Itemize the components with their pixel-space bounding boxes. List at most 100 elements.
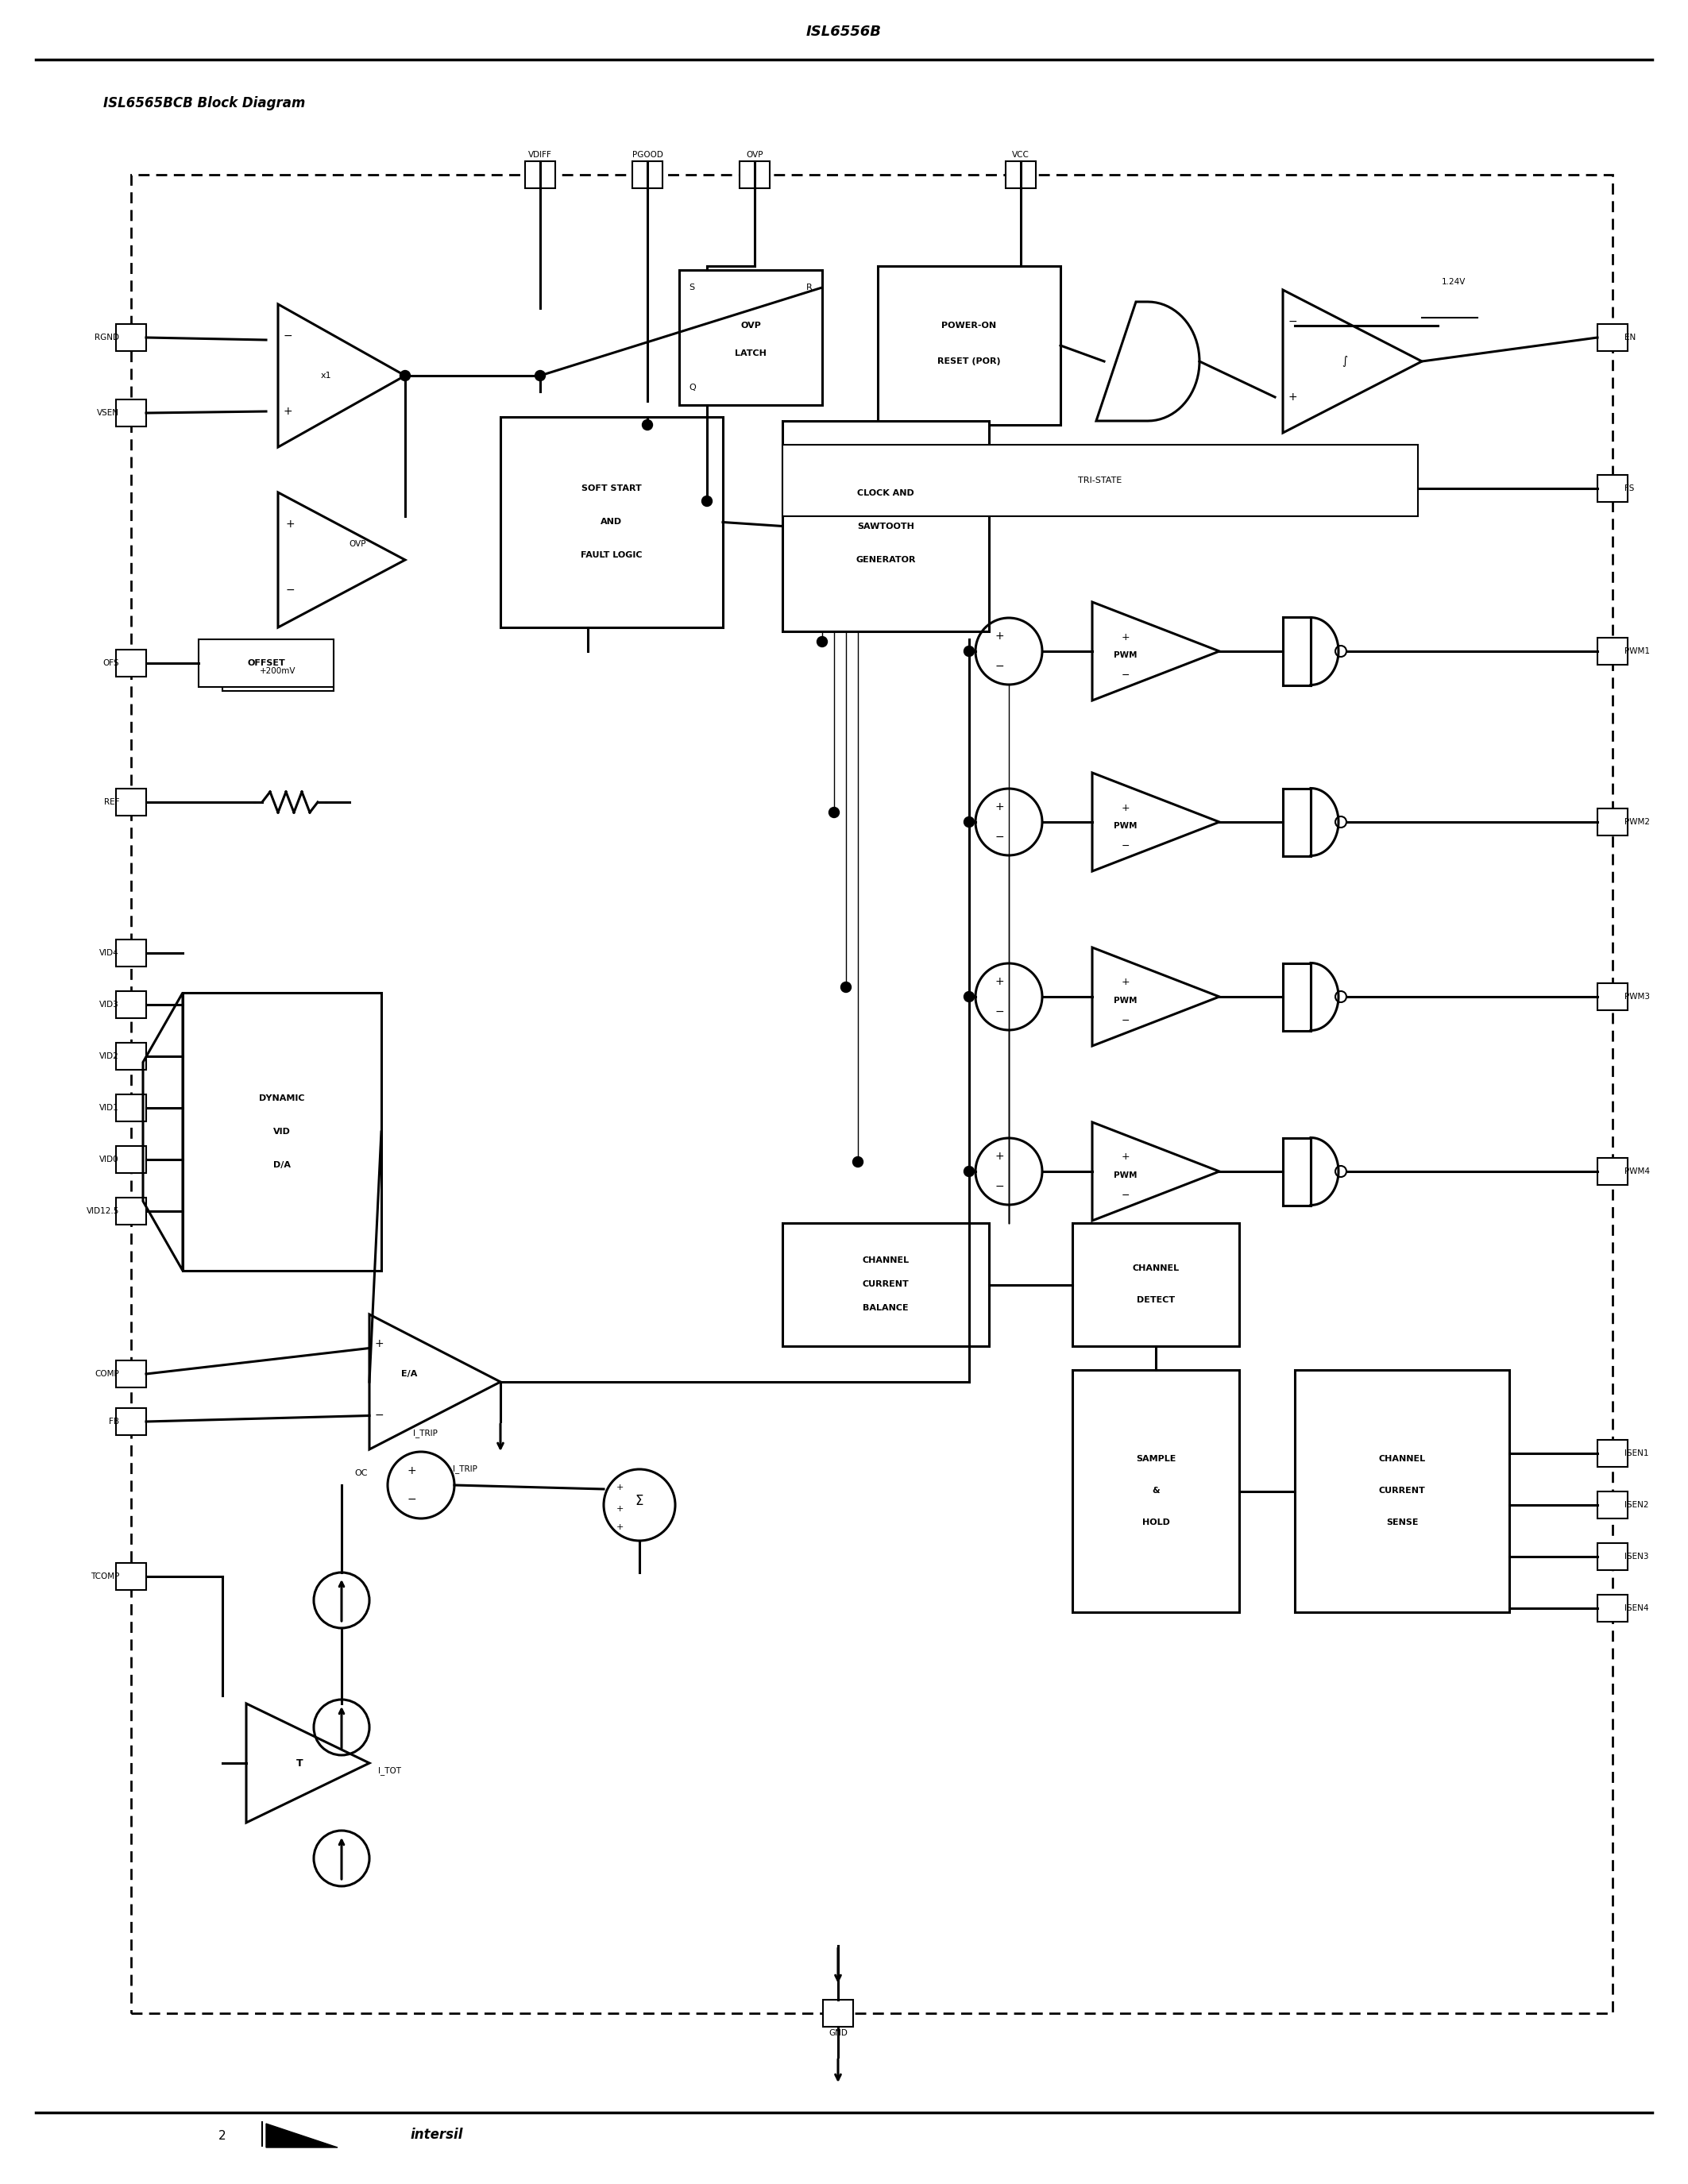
Circle shape — [829, 808, 839, 817]
Bar — [783, 422, 989, 631]
Text: Q: Q — [689, 384, 695, 391]
Text: ISEN4: ISEN4 — [1624, 1605, 1649, 1612]
Text: FS: FS — [1624, 485, 1634, 491]
Text: CURRENT: CURRENT — [863, 1280, 910, 1289]
Bar — [739, 162, 770, 188]
Text: PWM4: PWM4 — [1624, 1168, 1649, 1175]
Bar — [1072, 1223, 1239, 1345]
Text: +: + — [616, 1483, 623, 1492]
Text: PWM: PWM — [1114, 821, 1138, 830]
Text: LATCH: LATCH — [734, 349, 766, 358]
Bar — [116, 323, 147, 352]
Text: PWM3: PWM3 — [1624, 994, 1649, 1000]
Text: −: − — [1121, 1016, 1129, 1026]
Bar — [878, 266, 1060, 426]
Text: −: − — [994, 662, 1004, 673]
Bar — [116, 400, 147, 426]
Text: +: + — [407, 1465, 415, 1476]
Bar — [1597, 474, 1627, 502]
Text: VID4: VID4 — [100, 950, 120, 957]
Circle shape — [964, 992, 974, 1002]
Text: AND: AND — [601, 518, 623, 526]
Text: +: + — [994, 631, 1004, 642]
Text: PWM: PWM — [1114, 996, 1138, 1005]
Text: +: + — [1288, 391, 1296, 402]
Text: CHANNEL: CHANNEL — [863, 1256, 910, 1265]
Text: CHANNEL: CHANNEL — [1133, 1265, 1180, 1273]
Bar — [116, 1564, 147, 1590]
Text: RESET (POR): RESET (POR) — [937, 358, 1001, 365]
Text: PWM: PWM — [1114, 651, 1138, 660]
Bar — [824, 2001, 852, 2027]
Text: CURRENT: CURRENT — [1379, 1487, 1425, 1496]
Text: 1.24V: 1.24V — [1442, 277, 1465, 286]
Text: VDIFF: VDIFF — [528, 151, 552, 159]
Text: T: T — [297, 1758, 304, 1769]
Text: +: + — [1121, 1151, 1129, 1162]
Text: TCOMP: TCOMP — [89, 1572, 120, 1581]
Text: SENSE: SENSE — [1386, 1518, 1418, 1527]
Text: OVP: OVP — [741, 321, 761, 330]
Circle shape — [817, 636, 827, 646]
Text: +: + — [994, 976, 1004, 987]
Text: −: − — [1121, 670, 1129, 679]
Text: VID: VID — [273, 1127, 290, 1136]
Text: −: − — [1121, 841, 1129, 852]
Text: TRI-STATE: TRI-STATE — [1079, 476, 1123, 485]
Text: x1: x1 — [321, 371, 331, 380]
Text: OVP: OVP — [349, 539, 366, 548]
Text: BALANCE: BALANCE — [863, 1304, 908, 1313]
Bar — [182, 994, 381, 1271]
Text: PWM1: PWM1 — [1624, 646, 1649, 655]
Text: +200mV: +200mV — [260, 666, 295, 675]
Text: PGOOD: PGOOD — [631, 151, 663, 159]
Text: ISEN3: ISEN3 — [1624, 1553, 1649, 1562]
Text: −: − — [994, 1007, 1004, 1018]
Bar — [525, 162, 555, 188]
Bar — [1597, 1492, 1627, 1518]
Text: −: − — [284, 330, 292, 341]
Bar — [116, 1361, 147, 1387]
Text: +: + — [284, 406, 292, 417]
Text: GENERATOR: GENERATOR — [856, 555, 915, 563]
Text: VID12.5: VID12.5 — [86, 1208, 120, 1214]
Circle shape — [702, 496, 712, 507]
Text: PWM2: PWM2 — [1624, 819, 1649, 826]
Bar — [116, 1094, 147, 1120]
Text: I_TRIP: I_TRIP — [412, 1428, 437, 1437]
Text: VID2: VID2 — [100, 1053, 120, 1059]
Text: Σ: Σ — [635, 1494, 643, 1509]
Text: −: − — [1121, 1190, 1129, 1201]
Text: +: + — [1121, 976, 1129, 987]
Text: I_TOT: I_TOT — [378, 1767, 400, 1776]
Text: +: + — [994, 1151, 1004, 1162]
Bar — [1295, 1369, 1509, 1612]
Circle shape — [841, 983, 851, 992]
Text: −: − — [375, 1409, 383, 1422]
Text: DETECT: DETECT — [1136, 1297, 1175, 1304]
Bar — [679, 271, 822, 404]
Text: FB: FB — [108, 1417, 120, 1426]
Text: CLOCK AND: CLOCK AND — [858, 489, 915, 496]
Text: −: − — [285, 585, 295, 596]
Bar — [500, 417, 722, 627]
Text: −: − — [1288, 317, 1296, 328]
Bar — [633, 162, 662, 188]
Text: GND: GND — [829, 2029, 847, 2038]
Text: ∫: ∫ — [1342, 356, 1347, 367]
Bar — [116, 649, 147, 677]
Text: VSEN: VSEN — [96, 408, 120, 417]
Text: OVP: OVP — [746, 151, 763, 159]
Text: S: S — [689, 284, 694, 290]
Bar — [116, 788, 147, 815]
Circle shape — [852, 1158, 863, 1166]
Text: intersil: intersil — [410, 2127, 463, 2143]
Circle shape — [400, 371, 410, 380]
Bar — [1597, 808, 1627, 836]
Circle shape — [641, 419, 653, 430]
Bar — [116, 1409, 147, 1435]
Bar — [132, 175, 1612, 2014]
Circle shape — [964, 646, 974, 657]
Text: VID1: VID1 — [100, 1103, 120, 1112]
Bar — [1597, 1544, 1627, 1570]
